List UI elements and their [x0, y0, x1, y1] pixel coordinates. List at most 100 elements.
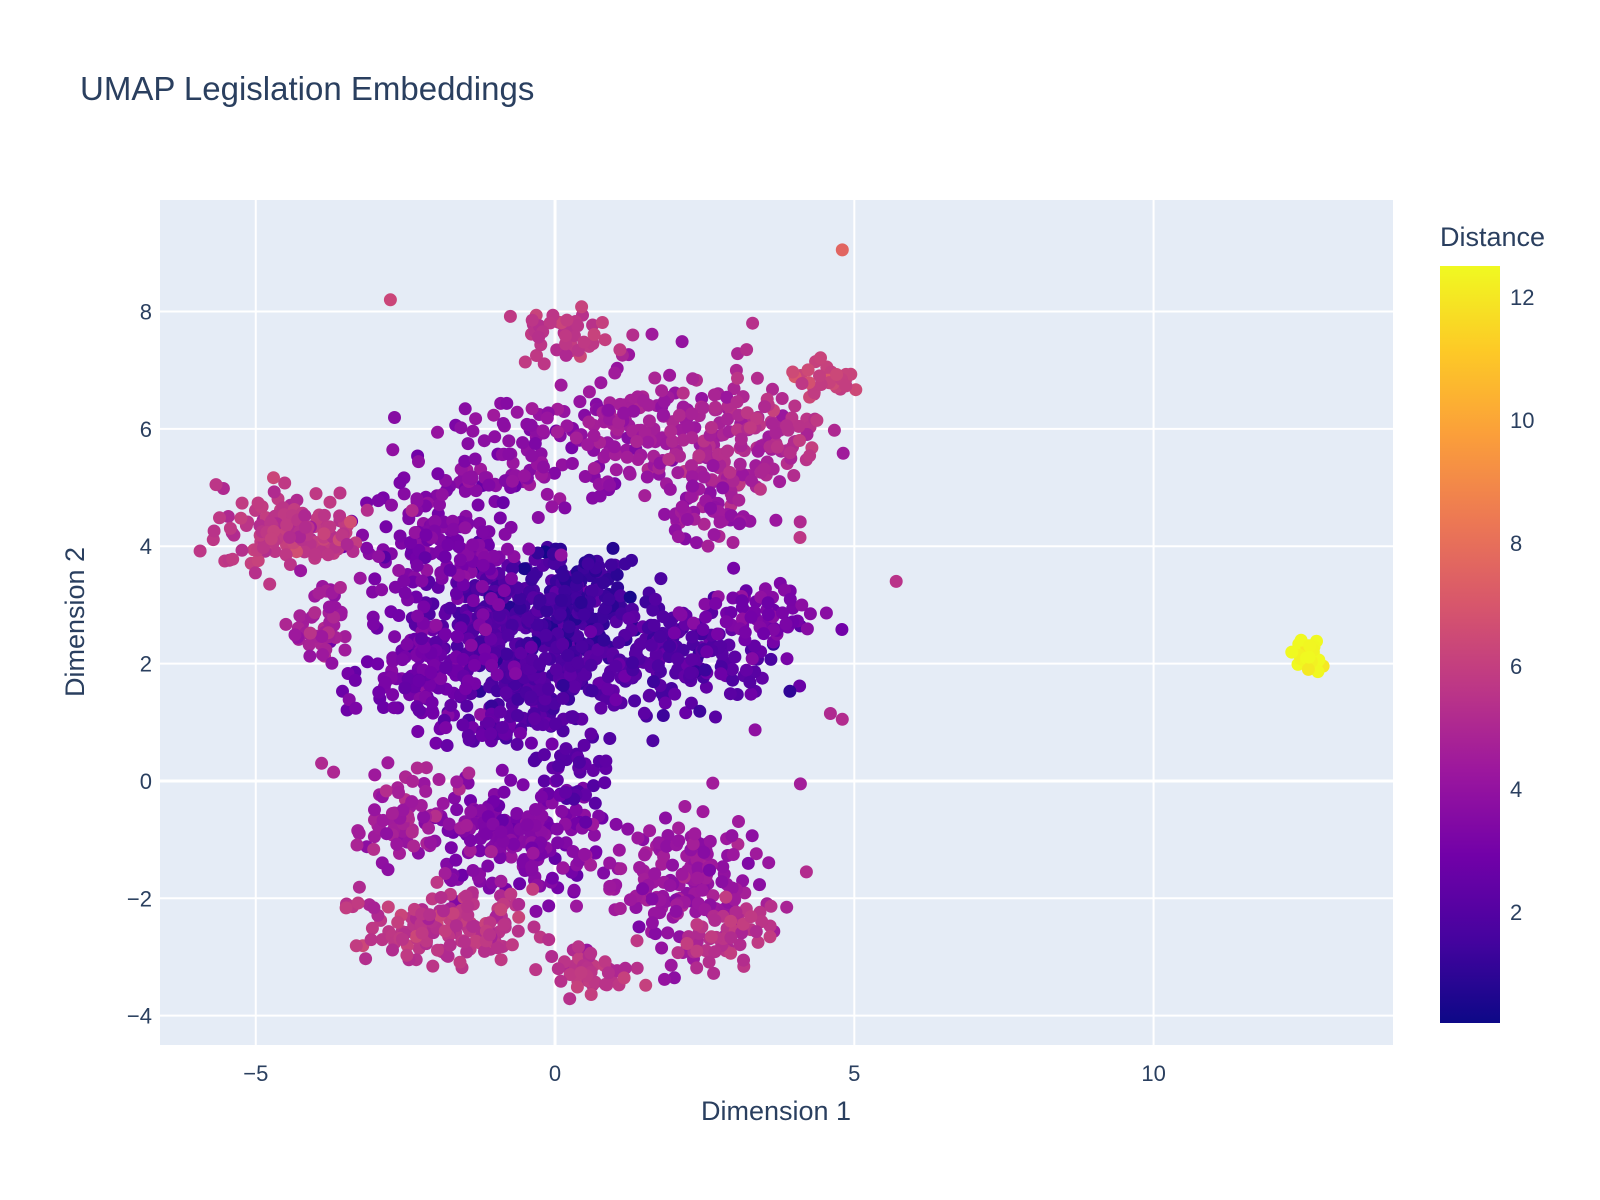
data-point [676, 386, 690, 400]
data-point [730, 395, 744, 409]
data-point [248, 566, 262, 580]
data-point [298, 509, 312, 523]
data-point [554, 974, 568, 988]
data-point [388, 630, 402, 644]
data-point [641, 435, 655, 449]
data-point [462, 766, 476, 780]
data-point [734, 432, 748, 446]
data-point [594, 701, 608, 715]
data-point [703, 834, 717, 848]
data-point [675, 500, 689, 514]
data-point [464, 638, 478, 652]
scatter-points [193, 243, 1330, 1006]
data-point [603, 732, 617, 745]
data-point [543, 316, 557, 330]
data-point [646, 734, 660, 748]
data-point [672, 606, 686, 620]
data-point [549, 663, 563, 677]
x-tick-labels: −5 0 5 10 [243, 1061, 1166, 1086]
data-point [575, 640, 589, 654]
data-point [613, 902, 627, 915]
data-point [393, 529, 407, 543]
data-point [461, 900, 475, 913]
data-point [569, 803, 583, 817]
data-point [464, 805, 478, 819]
data-point [423, 908, 437, 922]
data-point [418, 551, 432, 565]
data-point [675, 867, 689, 881]
colorbar-tick-label: 6 [1510, 654, 1522, 679]
data-point [609, 659, 623, 673]
data-point [516, 778, 530, 792]
data-point [698, 663, 712, 677]
data-point [579, 788, 592, 802]
data-point [540, 411, 554, 425]
data-point [746, 316, 760, 330]
data-point [344, 515, 357, 529]
data-point [671, 530, 685, 544]
data-point [449, 853, 463, 867]
data-point [482, 478, 496, 492]
data-point [684, 490, 698, 504]
data-point [836, 446, 850, 460]
data-point [481, 859, 495, 873]
data-point [531, 511, 545, 524]
data-point [235, 543, 249, 557]
data-point [496, 496, 510, 510]
data-point [585, 584, 599, 598]
data-point [786, 365, 800, 379]
data-point [521, 612, 535, 626]
data-point [405, 504, 419, 517]
data-point [563, 968, 577, 981]
data-point [450, 775, 464, 789]
data-point [443, 601, 457, 615]
data-point [380, 827, 394, 841]
data-point [724, 931, 738, 945]
data-point [504, 773, 518, 787]
data-point [400, 637, 414, 651]
data-point [213, 511, 226, 525]
data-point [459, 682, 473, 696]
data-point [484, 727, 498, 741]
data-point [441, 538, 455, 552]
data-point [1303, 639, 1317, 653]
data-point [570, 980, 584, 994]
data-point [572, 755, 586, 769]
colorbar-title: Distance [1440, 222, 1545, 252]
data-point [617, 971, 631, 985]
data-point [495, 721, 509, 734]
data-point [612, 843, 626, 857]
data-point [234, 511, 248, 525]
data-point [664, 424, 678, 438]
data-point [779, 617, 793, 631]
data-point [476, 525, 490, 539]
data-point [466, 594, 480, 608]
data-point [721, 412, 734, 426]
data-point [434, 672, 448, 686]
data-point [460, 945, 474, 959]
data-point [463, 834, 477, 847]
data-point [696, 401, 710, 415]
data-point [469, 484, 483, 498]
data-point [764, 652, 778, 666]
data-point [398, 586, 412, 600]
data-point [360, 541, 374, 555]
data-point [435, 488, 449, 502]
data-point [468, 658, 481, 672]
data-point [566, 710, 580, 724]
data-point [708, 400, 722, 414]
data-point [793, 777, 807, 791]
data-point [392, 786, 405, 799]
data-point [556, 691, 570, 705]
data-point [559, 742, 573, 756]
data-point [719, 615, 733, 629]
data-point [438, 550, 452, 564]
data-point [657, 395, 671, 408]
data-point [528, 712, 541, 726]
data-point [584, 988, 598, 1001]
data-point [388, 411, 401, 424]
data-point [704, 930, 718, 944]
data-point [423, 836, 437, 850]
data-point [552, 759, 566, 773]
data-point [417, 600, 431, 614]
